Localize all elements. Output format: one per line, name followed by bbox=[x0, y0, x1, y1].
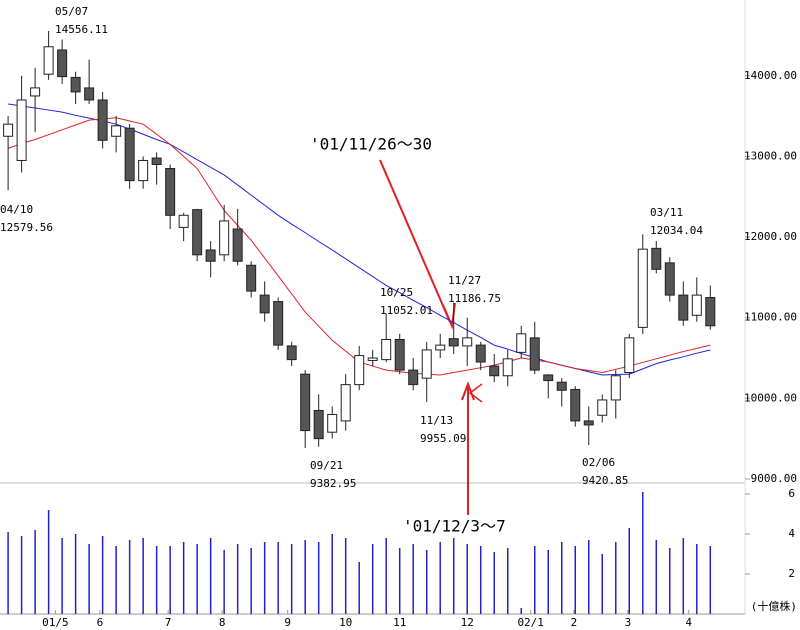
annotation-value: 9420.85 bbox=[582, 474, 628, 487]
moving-average bbox=[7, 117, 711, 376]
annotation-value: 12579.56 bbox=[0, 221, 53, 234]
annotation-date: 10/25 bbox=[380, 286, 413, 299]
x-tick-label: 8 bbox=[219, 616, 226, 629]
candle-body bbox=[3, 123, 14, 137]
x-tick-label: 01/5 bbox=[42, 616, 69, 629]
candle-body bbox=[421, 349, 432, 379]
candle-body bbox=[583, 420, 594, 426]
candle-body bbox=[313, 409, 324, 440]
marker bbox=[468, 383, 483, 403]
candle-body bbox=[327, 413, 338, 433]
candle-body bbox=[300, 373, 311, 432]
candle-body bbox=[516, 333, 527, 353]
y-tick-label: 9000.00 bbox=[751, 472, 797, 485]
candle-body bbox=[543, 374, 554, 382]
candle-body bbox=[273, 301, 284, 346]
candle-body bbox=[16, 99, 27, 161]
annotation-date: 04/10 bbox=[0, 203, 33, 216]
callout: '01/11/26～30 bbox=[310, 135, 432, 154]
candle-body bbox=[84, 87, 95, 101]
candle-body bbox=[448, 338, 459, 347]
candle-body bbox=[462, 337, 473, 347]
candle-body bbox=[651, 247, 662, 270]
x-tick-label: 4 bbox=[685, 616, 692, 629]
annotation-value: 9955.09 bbox=[420, 432, 466, 445]
candle-body bbox=[691, 294, 702, 316]
x-tick-label: 9 bbox=[284, 616, 291, 629]
candle-body bbox=[570, 388, 581, 422]
annotation-date: 11/27 bbox=[448, 274, 481, 287]
volume-tick-label: 6 bbox=[788, 487, 795, 500]
annotation-value: 9382.95 bbox=[310, 477, 356, 490]
moving-average bbox=[8, 103, 711, 376]
candle-body bbox=[124, 127, 135, 182]
candle-body bbox=[705, 297, 716, 327]
candle-body bbox=[205, 249, 216, 262]
x-tick-label: 6 bbox=[97, 616, 104, 629]
candle-body bbox=[232, 228, 243, 262]
annotation-date: 02/06 bbox=[582, 456, 615, 469]
candle-body bbox=[259, 294, 270, 314]
volume-tick-label: 2 bbox=[788, 567, 795, 580]
annotation-date: 05/07 bbox=[55, 5, 88, 18]
y-tick-label: 12000.00 bbox=[744, 230, 797, 243]
candle-body bbox=[286, 345, 297, 361]
candle-body bbox=[219, 220, 230, 256]
annotation-date: 03/11 bbox=[650, 206, 683, 219]
annotation-date: 09/21 bbox=[310, 459, 343, 472]
candle-body bbox=[529, 337, 540, 371]
candle-body bbox=[502, 358, 513, 377]
candle-body bbox=[97, 99, 108, 141]
y-tick-label: 11000.00 bbox=[744, 311, 797, 324]
candle-body bbox=[664, 262, 675, 296]
candle-body bbox=[556, 381, 567, 391]
candle-body bbox=[57, 49, 68, 78]
candle-body bbox=[354, 355, 365, 386]
x-tick-label: 02/1 bbox=[517, 616, 544, 629]
candle-body bbox=[489, 365, 500, 377]
callout-arrow bbox=[379, 159, 451, 323]
candle-body bbox=[246, 264, 257, 292]
annotation-value: 11052.01 bbox=[380, 304, 433, 317]
candle-body bbox=[192, 209, 203, 256]
candle-body bbox=[340, 384, 351, 422]
x-tick-label: 12 bbox=[461, 616, 474, 629]
candle-body bbox=[678, 294, 689, 321]
candle-body bbox=[178, 214, 189, 228]
candle-body bbox=[165, 168, 176, 216]
y-tick-label: 14000.00 bbox=[744, 69, 797, 82]
x-tick-label: 2 bbox=[571, 616, 578, 629]
volume-unit: (十億株) bbox=[751, 599, 797, 613]
candle-body bbox=[43, 46, 54, 75]
candle-body bbox=[367, 357, 378, 361]
annotation-value: 11186.75 bbox=[448, 292, 501, 305]
y-tick-label: 13000.00 bbox=[744, 149, 797, 162]
annotation-value: 12034.04 bbox=[650, 224, 703, 237]
annotation-value: 14556.11 bbox=[55, 23, 108, 36]
candle-body bbox=[30, 87, 41, 97]
candle-body bbox=[475, 344, 486, 363]
candle-body bbox=[408, 369, 419, 386]
x-tick-label: 10 bbox=[339, 616, 352, 629]
candle-body bbox=[624, 337, 635, 374]
candle-body bbox=[151, 157, 162, 165]
candle-body bbox=[597, 399, 608, 416]
y-tick-label: 10000.00 bbox=[744, 391, 797, 404]
annotation-date: 11/13 bbox=[420, 414, 453, 427]
candle-body bbox=[637, 248, 648, 328]
candle-body bbox=[138, 159, 149, 182]
x-tick-label: 3 bbox=[625, 616, 632, 629]
callout: '01/12/3～7 bbox=[403, 517, 506, 536]
volume-tick-label: 4 bbox=[788, 527, 795, 540]
candle-body bbox=[70, 76, 81, 93]
x-tick-label: 11 bbox=[393, 616, 406, 629]
candle-body bbox=[394, 338, 405, 371]
candle-body bbox=[610, 375, 621, 401]
x-tick-label: 7 bbox=[165, 616, 172, 629]
candle-body bbox=[435, 344, 446, 351]
candle-body bbox=[111, 125, 122, 137]
candle-body bbox=[381, 338, 392, 361]
